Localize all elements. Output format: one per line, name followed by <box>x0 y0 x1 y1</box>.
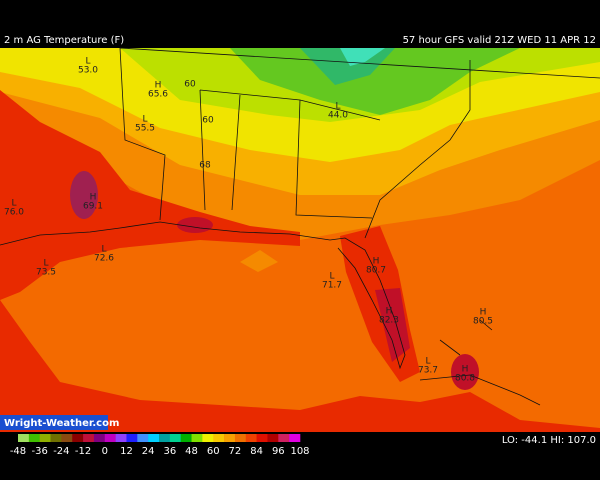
extreme-marker: L <box>425 357 430 367</box>
extreme-marker: L <box>11 199 16 209</box>
colorbar-swatch <box>126 434 138 442</box>
temperature-label: 60 <box>184 80 196 90</box>
valid-time: 57 hour GFS valid 21Z WED 11 APR 12 <box>403 35 596 46</box>
colorbar-swatch <box>93 434 106 442</box>
colorbar-swatch <box>39 434 51 442</box>
colorbar-label: 108 <box>290 446 309 457</box>
colorbar-label: -48 <box>10 446 26 457</box>
colorbar-swatch <box>256 434 268 442</box>
colorbar-swatch <box>224 434 236 442</box>
extreme-marker: H <box>480 308 487 318</box>
colorbar-label: 24 <box>142 446 155 457</box>
colorbar-label: 12 <box>120 446 133 457</box>
colorbar-label: -24 <box>53 446 69 457</box>
temperature-label: 82.3 <box>379 316 399 326</box>
temperature-label: 55.5 <box>135 124 155 134</box>
extreme-marker: L <box>101 245 106 255</box>
brand: Wright-Weather.com <box>4 418 119 429</box>
colorbar-swatch <box>191 434 203 442</box>
map-labels: L53.0H65.660L55.56068L44.0L76.0H69.1L73.… <box>4 57 493 384</box>
colorbar-swatch <box>83 434 95 442</box>
extreme-marker: L <box>142 115 147 125</box>
colorbar-swatch <box>169 434 181 442</box>
temperature-label: 76.0 <box>4 208 24 218</box>
colorbar-swatch <box>115 434 127 442</box>
extreme-marker: H <box>373 257 380 267</box>
colorbar-swatch <box>18 434 30 442</box>
temperature-field <box>0 48 600 432</box>
temperature-label: 68 <box>199 161 211 171</box>
colorbar-swatch <box>267 434 279 442</box>
colorbar-swatch <box>278 434 290 442</box>
extreme-marker: H <box>462 365 469 375</box>
colorbar-label: -12 <box>75 446 91 457</box>
temperature-label: 60 <box>202 116 214 126</box>
extreme-marker: H <box>155 81 162 91</box>
temperature-label: 65.6 <box>148 90 168 100</box>
colorbar-swatch <box>159 434 171 442</box>
temperature-label: 71.7 <box>322 281 342 291</box>
extreme-marker: L <box>329 272 334 282</box>
colorbar-swatch <box>104 434 116 442</box>
colorbar-label: 60 <box>207 446 220 457</box>
coastlines <box>0 47 600 406</box>
extreme-marker: L <box>43 259 48 269</box>
temperature-label: 73.7 <box>418 366 438 376</box>
colorbar-label: 72 <box>229 446 242 457</box>
temperature-label: 53.0 <box>78 66 98 76</box>
colorbar-swatch <box>234 434 247 442</box>
colorbar-label: 48 <box>185 446 198 457</box>
colorbar-label: 36 <box>163 446 176 457</box>
temperature-label: 80.8 <box>455 374 475 384</box>
colorbar-swatch <box>245 434 257 442</box>
temperature-label: 73.5 <box>36 268 56 278</box>
colorbar-label: 96 <box>272 446 285 457</box>
temperature-label: 69.1 <box>83 202 103 212</box>
colorbar-label: -36 <box>32 446 48 457</box>
colorbar-label: 84 <box>250 446 263 457</box>
colorbar-swatch <box>148 434 160 442</box>
temperature-label: 72.6 <box>94 254 114 264</box>
colorbar-swatch <box>28 434 40 442</box>
colorbar-swatch <box>180 434 192 442</box>
colorbar-swatch <box>50 434 62 442</box>
extreme-marker: H <box>90 193 97 203</box>
colorbar-swatch <box>61 434 73 442</box>
colorbar-swatch <box>137 434 149 442</box>
temperature-label: 80.5 <box>473 317 493 327</box>
colorbar-swatch <box>289 434 301 442</box>
colorbar-swatch <box>72 434 84 442</box>
brand-box <box>0 415 108 430</box>
map-title: 2 m AG Temperature (F) <box>4 35 124 46</box>
colorbar-swatch <box>202 434 214 442</box>
temperature-label: 44.0 <box>328 111 348 121</box>
extreme-marker: L <box>85 57 90 67</box>
colorbar-label: 0 <box>102 446 108 457</box>
extreme-marker: L <box>335 102 340 112</box>
temperature-label: 80.7 <box>366 266 386 276</box>
colorbar: -48 -36 -24 -12 0 12 24 36 48 60 72 84 96 108 <box>10 434 310 457</box>
extreme-marker: H <box>386 307 393 317</box>
colorbar-swatch <box>213 434 225 442</box>
extremes: LO: -44.1 HI: 107.0 <box>502 435 596 446</box>
